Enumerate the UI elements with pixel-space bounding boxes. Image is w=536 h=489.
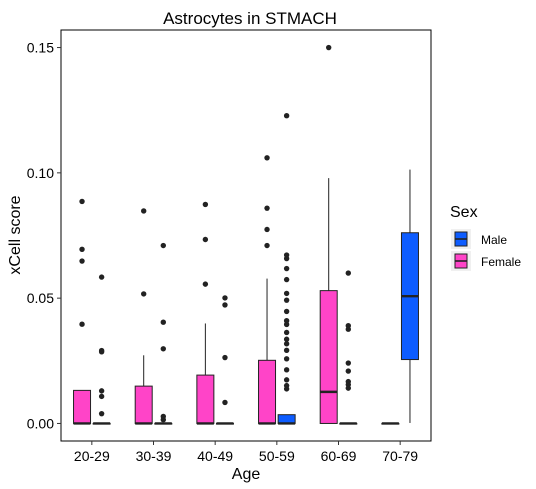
- y-axis-label: xCell score: [7, 195, 24, 274]
- outlier-points: [79, 44, 351, 423]
- y-tick-label: 0.05: [27, 290, 54, 306]
- outlier-point: [264, 155, 270, 161]
- outlier-point: [160, 242, 166, 249]
- outlier-point: [283, 308, 290, 315]
- outlier-point: [98, 410, 105, 417]
- outlier-point: [264, 226, 270, 233]
- outlier-point: [160, 416, 166, 423]
- outlier-point: [98, 388, 105, 394]
- box-body: [319, 290, 338, 424]
- box-male-20-29: [92, 422, 111, 425]
- outlier-point: [283, 297, 290, 303]
- outlier-point: [283, 265, 290, 272]
- box-male-40-49: [215, 422, 234, 425]
- box-female-20-29: [73, 389, 92, 425]
- outlier-point: [264, 242, 270, 249]
- box-body: [73, 389, 92, 424]
- outlier-point: [141, 208, 147, 214]
- box-female-70-79: [381, 422, 400, 425]
- y-tick-label: 0.00: [27, 415, 54, 431]
- y-tick-label: 0.15: [27, 40, 54, 56]
- outlier-point: [202, 236, 209, 243]
- box-male-70-79: [400, 169, 419, 423]
- x-axis: 20-29 30-39 40-49 50-59 60-69 70-79: [74, 441, 418, 464]
- outlier-point: [222, 295, 228, 301]
- x-tick-label: 50-59: [259, 448, 295, 464]
- outlier-point: [264, 205, 270, 211]
- outlier-point: [326, 44, 332, 51]
- box-body: [258, 359, 277, 424]
- box-female-30-39: [134, 355, 153, 425]
- box-body: [196, 374, 215, 424]
- outlier-point: [283, 347, 290, 353]
- outlier-point: [160, 319, 166, 325]
- outlier-point: [283, 321, 290, 328]
- outlier-point: [202, 281, 209, 287]
- outlier-point: [222, 399, 228, 406]
- outlier-point: [283, 341, 290, 347]
- outlier-point: [79, 321, 85, 327]
- outlier-point: [79, 258, 85, 264]
- box-body: [277, 414, 296, 424]
- x-tick-label: 20-29: [74, 448, 110, 464]
- outlier-point: [222, 302, 228, 308]
- box-male-30-39: [154, 422, 173, 425]
- outlier-point: [283, 356, 290, 362]
- x-tick-label: 70-79: [382, 448, 418, 464]
- outlier-point: [160, 346, 166, 352]
- outlier-point: [222, 354, 228, 361]
- outlier-point: [141, 291, 147, 297]
- outlier-point: [345, 326, 351, 332]
- outlier-point: [79, 246, 85, 252]
- y-axis: 0.00 0.05 0.10 0.15: [27, 40, 61, 431]
- outlier-point: [283, 386, 290, 392]
- outlier-point: [202, 201, 209, 208]
- outlier-point: [283, 377, 290, 383]
- chart-title: Astrocytes in STMACH: [163, 9, 337, 28]
- box-body: [134, 385, 153, 424]
- outlier-point: [345, 270, 351, 276]
- outlier-point: [283, 367, 290, 373]
- x-tick-label: 60-69: [321, 448, 357, 464]
- outlier-point: [98, 349, 105, 355]
- plot-panel: [60, 29, 432, 442]
- outlier-point: [345, 360, 351, 366]
- x-axis-label: Age: [232, 466, 261, 483]
- box-female-60-69: [319, 178, 338, 424]
- outlier-point: [98, 393, 105, 400]
- outlier-point: [283, 336, 290, 342]
- outlier-point: [79, 198, 85, 205]
- outlier-point: [283, 255, 290, 262]
- outlier-point: [345, 368, 351, 374]
- outlier-point: [283, 113, 290, 119]
- x-tick-label: 40-49: [197, 448, 233, 464]
- legend: Sex Male Female: [450, 204, 521, 271]
- box-male-60-69: [339, 422, 358, 425]
- x-tick-label: 30-39: [136, 448, 172, 464]
- outlier-point: [345, 385, 351, 391]
- legend-label-female: Female: [481, 255, 521, 269]
- box-female-40-49: [196, 323, 215, 425]
- y-tick-label: 0.10: [27, 165, 54, 181]
- box-female-50-59: [258, 278, 277, 425]
- legend-title: Sex: [450, 204, 478, 221]
- box-male-50-59: [277, 414, 296, 425]
- legend-label-male: Male: [481, 233, 507, 247]
- outlier-point: [283, 329, 290, 336]
- outlier-point: [283, 276, 290, 283]
- outlier-point: [98, 274, 105, 280]
- outlier-point: [283, 318, 290, 324]
- outlier-point: [283, 290, 290, 297]
- box-series: [73, 169, 419, 425]
